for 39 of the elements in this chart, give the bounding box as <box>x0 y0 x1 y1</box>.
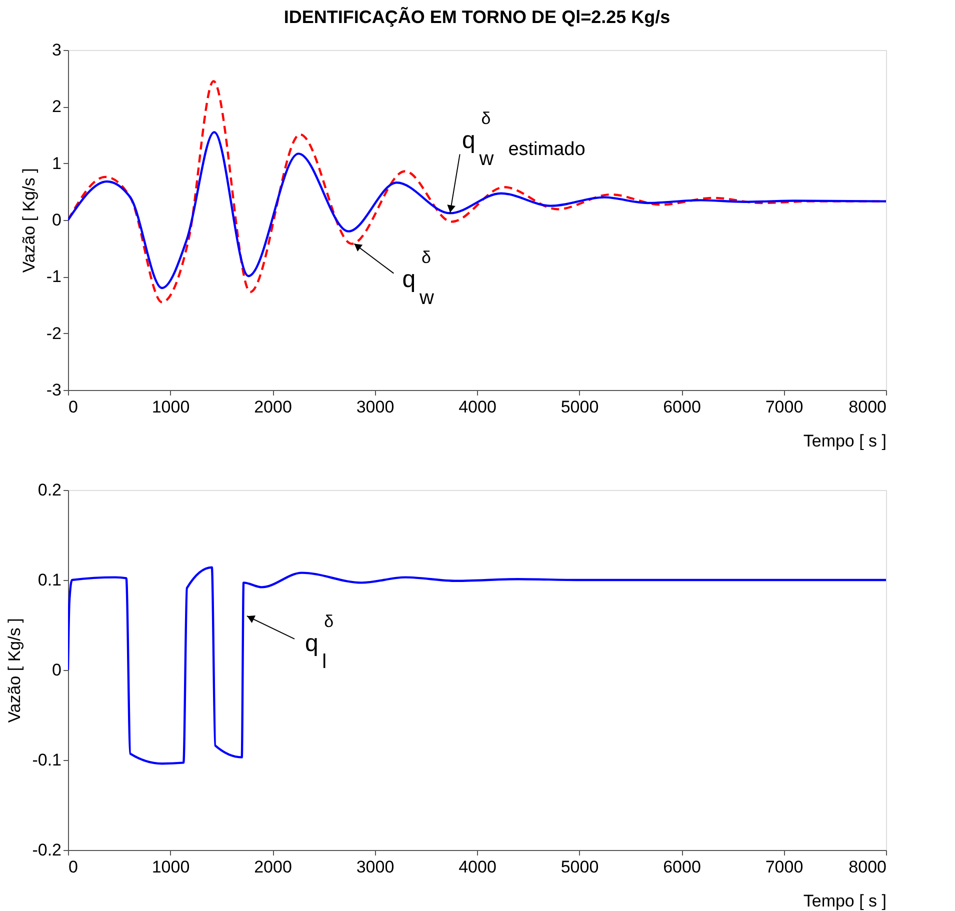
x-tick-label: 8000 <box>848 858 886 876</box>
y-tick-label: 0 <box>52 660 62 680</box>
x-tick-label: 0 <box>68 858 78 876</box>
x-tick-label: 6000 <box>663 398 701 416</box>
y-tick-label: 0.2 <box>38 480 62 500</box>
y-tick-label: -1 <box>46 267 62 286</box>
x-tick-label: 1000 <box>152 858 190 876</box>
x-tick-label: 2000 <box>254 398 292 416</box>
y-tick-label: -0.1 <box>32 750 62 770</box>
x-tick-label: 5000 <box>560 398 599 416</box>
x-tick-label: 4000 <box>458 398 496 416</box>
annotation: qδw estimado <box>462 109 586 170</box>
annotation: qδw <box>402 248 434 309</box>
x-axis-title: Tempo [ s ] <box>803 892 886 910</box>
y-tick-label: 2 <box>52 97 62 116</box>
y-tick-label: 0.1 <box>38 570 62 590</box>
y-tick-label: 1 <box>52 154 62 173</box>
x-tick-label: 3000 <box>356 858 394 876</box>
x-tick-label: 8000 <box>848 398 886 416</box>
x-tick-label: 4000 <box>458 858 496 876</box>
y-tick-label: 3 <box>52 40 62 60</box>
x-tick-label: 1000 <box>152 398 190 416</box>
x-tick-label: 6000 <box>663 858 701 876</box>
y-tick-label: 0 <box>52 210 62 230</box>
y-tick-label: -0.2 <box>32 840 62 860</box>
y-tick-label: -2 <box>46 324 62 343</box>
x-tick-label: 7000 <box>765 398 804 416</box>
x-tick-label: 2000 <box>254 858 292 876</box>
x-tick-label: 0 <box>68 398 78 416</box>
y-tick-label: -3 <box>46 380 62 400</box>
y-axis-title: Vazão [ Kg/s ] <box>5 618 24 723</box>
y-axis-title: Vazão [ Kg/s ] <box>19 168 38 273</box>
chart-title: IDENTIFICAÇÃO EM TORNO DE Ql=2.25 Kg/s <box>284 6 670 27</box>
x-axis-title: Tempo [ s ] <box>803 432 886 450</box>
x-tick-label: 5000 <box>560 858 599 876</box>
annotation: qδl <box>304 612 334 673</box>
x-tick-label: 3000 <box>356 398 394 416</box>
x-tick-label: 7000 <box>765 858 804 876</box>
line-series <box>68 566 886 765</box>
